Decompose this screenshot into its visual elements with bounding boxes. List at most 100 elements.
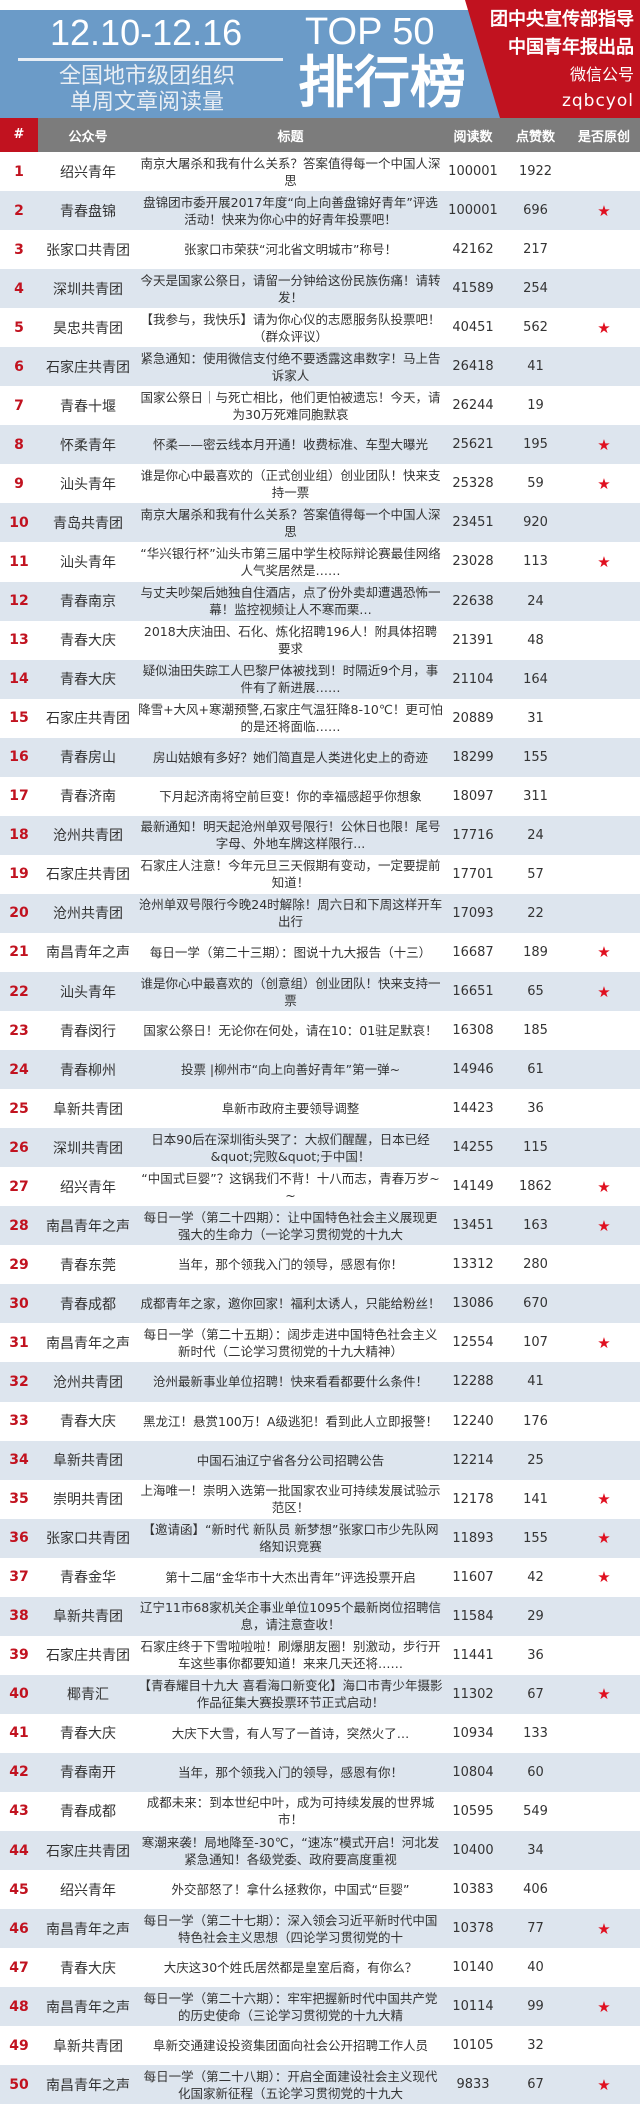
- table-row: 2 青春盘锦 盘锦团市委开展2017年度“向上向善盘锦好青年”评选活动！快来为你心中…: [0, 191, 640, 231]
- title-cell[interactable]: 外交部怒了！拿什么拯救你，中国式“巨婴”: [171, 1882, 410, 1898]
- title-cell[interactable]: “中国式巨婴”？这锅我们不背！十八而志，青春万岁~ ~: [141, 1170, 440, 1203]
- title-cell[interactable]: 黑龙江！悬赏100万！A级逃犯！看到此人立即报警！: [143, 1413, 438, 1429]
- likes-cell: 107: [523, 1335, 548, 1351]
- reads-cell: 40451: [452, 320, 494, 336]
- reads-cell: 12178: [452, 1491, 494, 1507]
- likes-cell: 41: [527, 1374, 544, 1390]
- title-cell[interactable]: 沧州单双号限行今晚24时解除！周六日和下周这样开车出行: [138, 897, 443, 930]
- title-cell[interactable]: 国家公祭日！无论你在何处，请在10：01驻足默哀！: [143, 1023, 438, 1039]
- title-cell[interactable]: 投票 |柳州市“向上向善好青年”第一弹~: [180, 1062, 401, 1078]
- title-cell[interactable]: 南京大屠杀和我有什么关系？答案值得每一个中国人深思: [140, 506, 441, 539]
- reads-cell: 10140: [452, 1960, 494, 1976]
- rank-cell: 7: [14, 397, 24, 414]
- title-cell[interactable]: 紧急通知：使用微信支付绝不要透露这串数字！马上告诉家人: [140, 350, 441, 383]
- reads-cell: 11441: [452, 1647, 494, 1663]
- title-cell[interactable]: 每日一学（第二十七期）：深入领会习近平新时代中国特色社会主义思想（四论学习贯彻党…: [143, 1912, 438, 1945]
- title-cell[interactable]: 石家庄终于下雪啦啦啦！刷爆朋友圈！别激动，步行开车这些事你都要知道！来来几天还将…: [140, 1639, 441, 1672]
- title-cell[interactable]: 下月起济南将空前巨变！你的幸福感超乎你想象: [159, 788, 422, 804]
- reads-cell: 10934: [452, 1725, 494, 1741]
- title-cell[interactable]: 每日一学（第二十五期）：阔步走进中国特色社会主义新时代（二论学习贯彻党的十九大精…: [143, 1326, 438, 1359]
- table-row: 3 张家口共青团 张家口市荣获“河北省文明城市”称号！ 42162 217: [0, 230, 640, 269]
- rank-cell: 46: [9, 1920, 29, 1937]
- original-star-icon: ★: [597, 1919, 611, 1938]
- likes-cell: 24: [527, 593, 544, 609]
- table-row: 14 青春大庆 疑似油田失踪工人巴黎尸体被找到！时隔近9个月，事件有了新进展…… 21…: [0, 659, 640, 699]
- rank-cell: 24: [9, 1061, 29, 1078]
- title-cell[interactable]: 【我参与，我快乐】请为你心仪的志愿服务队投票吧！（群众评议）: [140, 311, 441, 344]
- col-original: 是否原创: [577, 129, 630, 145]
- original-star-icon: ★: [597, 982, 611, 1001]
- subtitle: 全国地市级团组织 单周文章阅读量: [32, 64, 262, 116]
- title-cell[interactable]: 阜新交通建设投资集团面向社会公开招聘工作人员: [152, 2038, 428, 2054]
- title-cell[interactable]: 日本90后在深圳街头哭了：大叔们醒醒，日本已经&quot;完败&quot;于中国…: [151, 1131, 430, 1164]
- title-cell[interactable]: 谁是你心中最喜欢的（正式创业组）创业团队！快来支持一票: [140, 467, 441, 500]
- title-cell[interactable]: 每日一学（第二十八期）：开启全面建设社会主义现代化国家新征程（五论学习贯彻党的十…: [143, 2068, 438, 2101]
- title-cell[interactable]: 上海唯一！崇明入选第一批国家农业可持续发展试验示范区！: [140, 1483, 441, 1516]
- rank-cell: 42: [9, 1764, 29, 1781]
- title-cell[interactable]: 盘锦团市委开展2017年度“向上向善盘锦好青年”评选活动！快来为你心中的好青年投…: [143, 194, 438, 227]
- table-row: 21 南昌青年之声 每日一学（第二十三期）：图说十九大报告（十三） 16687 189 ★: [0, 933, 640, 972]
- title-cell[interactable]: 寒潮来袭！局地降至-30℃，“速冻”模式开启！河北发紧急通知！各级党委、政府要高…: [141, 1834, 440, 1867]
- title-cell[interactable]: 最新通知！明天起沧州单双号限行！公休日也限！尾号字母、外地车牌这样限行...: [140, 819, 441, 852]
- title-cell[interactable]: 国家公祭日｜与死亡相比，他们更怕被遗忘！今天，请为30万死难同胞默哀: [140, 389, 441, 422]
- title-cell[interactable]: 大庆这30个姓氏居然都是皇室后裔，有你么？: [163, 1960, 418, 1976]
- title-cell[interactable]: 谁是你心中最喜欢的（创意组）创业团队！快来支持一票: [140, 975, 441, 1008]
- table-row: 31 南昌青年之声 每日一学（第二十五期）：阔步走进中国特色社会主义新时代（二论学习…: [0, 1323, 640, 1362]
- rank-cell: 12: [9, 593, 29, 610]
- rank-cell: 39: [9, 1647, 29, 1664]
- title-cell[interactable]: 房山姑娘有多好？她们简直是人类进化史上的奇迹: [152, 749, 428, 765]
- likes-cell: 311: [523, 788, 548, 804]
- account-cell: 青春闵行: [60, 1023, 116, 1040]
- title-cell[interactable]: 阜新市政府主要领导调整: [221, 1101, 360, 1117]
- title-cell[interactable]: 今天是国家公祭日，请留一分钟给这份民族伤痛！请转发！: [140, 272, 441, 305]
- reads-cell: 11584: [452, 1608, 494, 1624]
- title-cell[interactable]: 降雪+大风+寒潮预警,石家庄气温狂降8-10℃！更可怕的是还将面临……: [138, 702, 443, 735]
- likes-cell: 176: [523, 1413, 548, 1429]
- title-cell[interactable]: 沧州最新事业单位招聘！快来看看都要什么条件！: [152, 1374, 428, 1390]
- account-cell: 深圳共青团: [53, 1140, 123, 1157]
- rank-cell: 35: [9, 1491, 29, 1508]
- title-cell[interactable]: 【青春耀目十九大 喜看海口新变化】海口市青少年摄影作品征集大赛投票环节正式启动！: [138, 1678, 443, 1711]
- rank-cell: 15: [9, 710, 29, 727]
- title-cell[interactable]: 第十二届“金华市十大杰出青年”评选投票开启: [165, 1569, 416, 1585]
- title-cell[interactable]: “华兴银行杯”汕头市第三届中学生校际辩论赛最佳网络人气奖居然是……: [140, 545, 441, 578]
- likes-cell: 99: [527, 1999, 544, 2015]
- title-cell[interactable]: 辽宁11市68家机关企事业单位1095个最新岗位招聘信息，请注意查收！: [139, 1600, 442, 1633]
- title-cell[interactable]: 【邀请函】“新时代 新队员 新梦想”张家口市少先队网络知识竞赛: [142, 1522, 439, 1555]
- title-cell[interactable]: 成都青年之家，邀你回家！福利太诱人，只能给粉丝！: [140, 1296, 441, 1312]
- likes-cell: 61: [527, 1062, 544, 1078]
- title-cell[interactable]: 南京大屠杀和我有什么关系？答案值得每一个中国人深思: [140, 155, 441, 188]
- title-cell[interactable]: 疑似油田失踪工人巴黎尸体被找到！时隔近9个月，事件有了新进展……: [142, 663, 439, 696]
- rank-cell: 2: [14, 202, 24, 219]
- title-cell[interactable]: 怀柔——密云线本月开通！收费标准、车型大曝光: [152, 437, 428, 453]
- rank-cell: 50: [9, 2076, 29, 2093]
- title-cell[interactable]: 每日一学（第二十六期）：牢牢把握新时代中国共产党的历史使命（三论学习贯彻党的十九…: [143, 1990, 438, 2023]
- title-cell[interactable]: 当年，那个领我入门的领导，感恩有你！: [177, 1257, 403, 1273]
- title-cell[interactable]: 成都未来：到本世纪中叶，成为可持续发展的世界城市！: [146, 1795, 435, 1828]
- title-cell[interactable]: 与丈夫吵架后她独自住酒店，点了份外卖却遭遇恐怖一幕！监控视频让人不寒而栗…: [140, 585, 441, 618]
- title-cell[interactable]: 2018大庆油田、石化、炼化招聘196人！附具体招聘要求: [143, 624, 438, 657]
- rank-cell: 41: [9, 1725, 29, 1742]
- likes-cell: 696: [523, 203, 548, 219]
- original-star-icon: ★: [597, 435, 611, 454]
- account-cell: 汕头青年: [60, 476, 116, 493]
- likes-cell: 195: [523, 437, 548, 453]
- rank-cell: 10: [9, 514, 29, 531]
- rank-cell: 47: [9, 1959, 29, 1976]
- table-row: 35 崇明共青团 上海唯一！崇明入选第一批国家农业可持续发展试验示范区！ 12178 1…: [0, 1480, 640, 1519]
- title-cell[interactable]: 张家口市荣获“河北省文明城市”称号！: [184, 242, 397, 258]
- likes-cell: 48: [527, 632, 544, 648]
- rank-cell: 49: [9, 2037, 29, 2054]
- account-cell: 昊忠共青团: [53, 320, 123, 337]
- reads-cell: 10114: [452, 1999, 494, 2015]
- title-cell[interactable]: 当年，那个领我入门的领导，感恩有你！: [177, 1764, 403, 1780]
- likes-cell: 29: [527, 1608, 544, 1624]
- account-cell: 青春十堰: [60, 398, 116, 415]
- rank-cell: 11: [9, 553, 29, 570]
- title-cell[interactable]: 石家庄人注意！今年元旦三天假期有变动，一定要提前知道！: [140, 858, 441, 891]
- rank-cell: 45: [9, 1881, 29, 1898]
- title-cell[interactable]: 每日一学（第二十四期）：让中国特色社会主义展现更强大的生命力（一论学习贯彻党的十…: [143, 1209, 438, 1242]
- title-cell[interactable]: 中国石油辽宁省各分公司招聘公告: [196, 1452, 385, 1468]
- title-cell[interactable]: 每日一学（第二十三期）：图说十九大报告（十三）: [149, 944, 432, 960]
- title-cell[interactable]: 大庆下大雪，有人写了一首诗，突然火了…: [171, 1725, 410, 1741]
